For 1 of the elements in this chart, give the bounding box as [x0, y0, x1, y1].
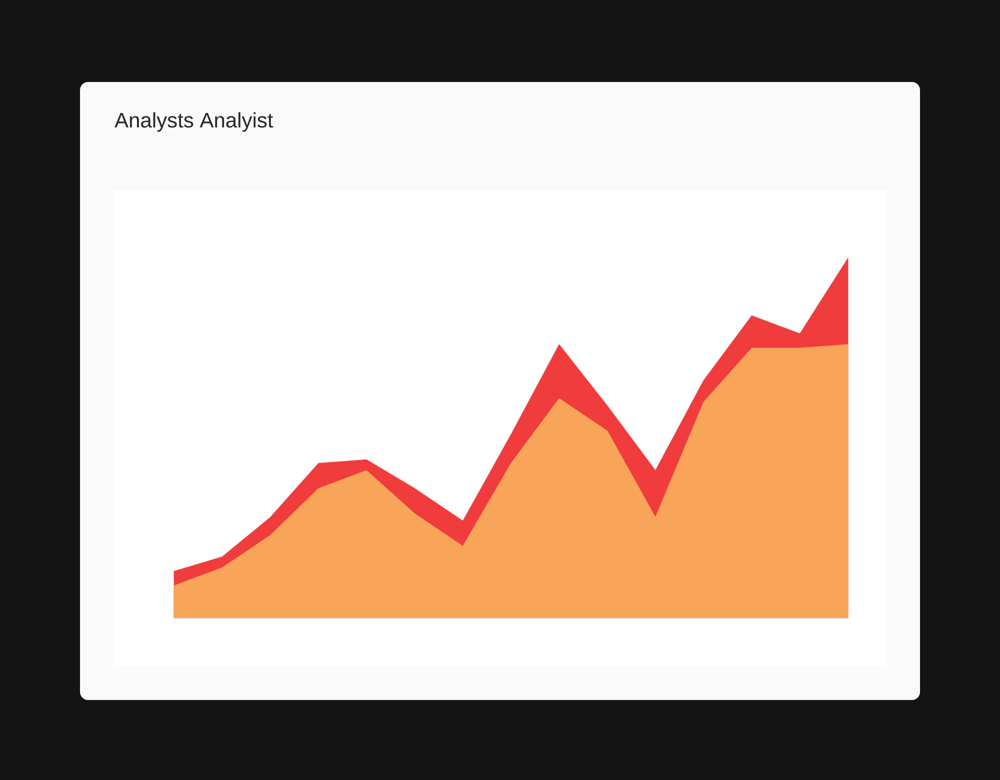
chart-title: Analysts Analyist [114, 112, 274, 132]
